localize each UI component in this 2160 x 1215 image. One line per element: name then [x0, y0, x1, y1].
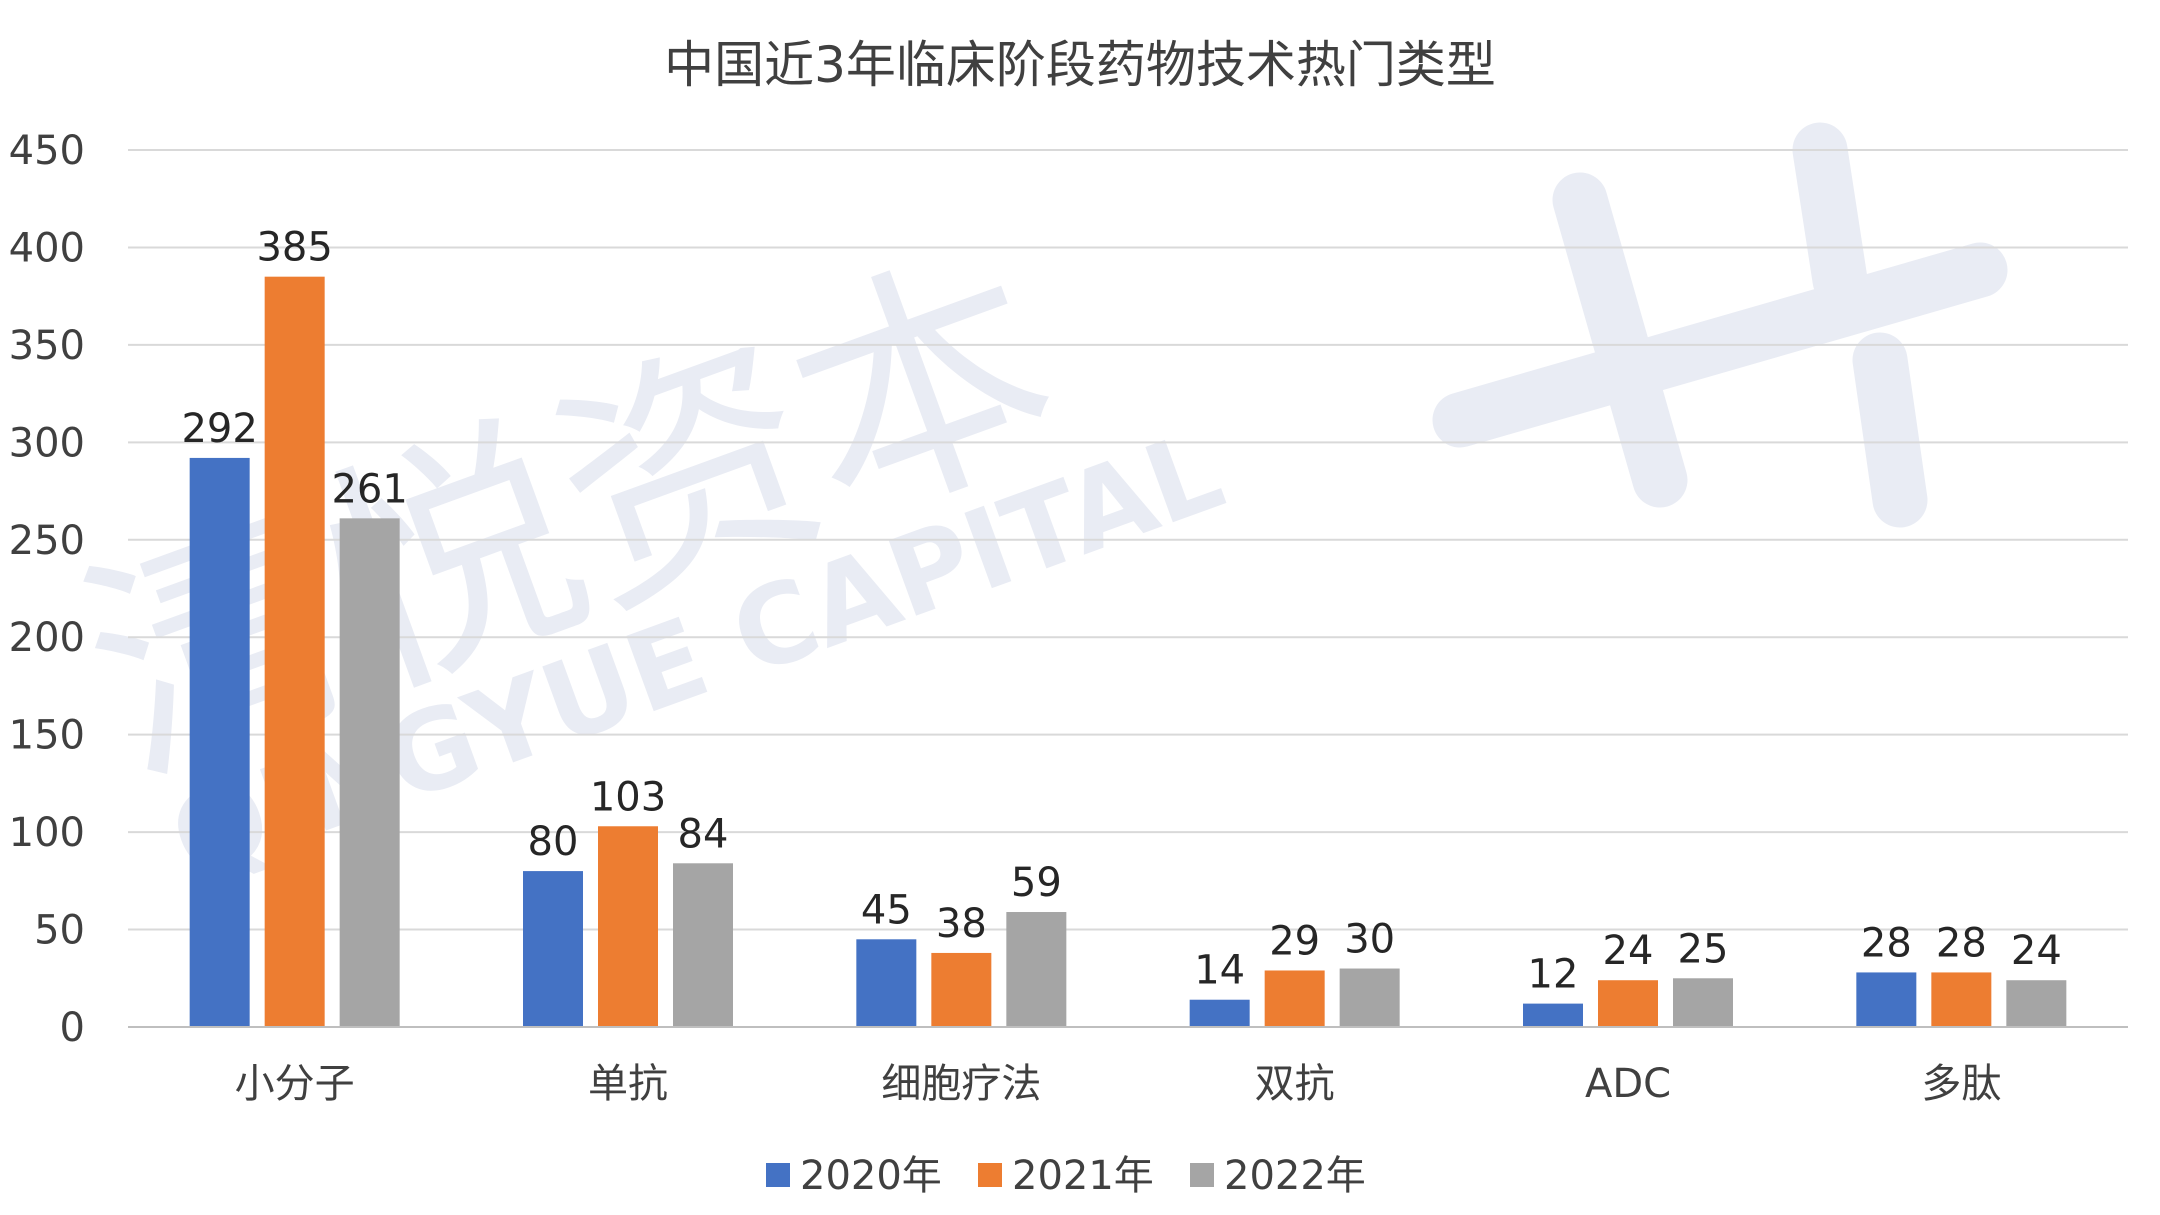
data-label: 59: [1011, 860, 1062, 906]
legend-item: 2020年: [766, 1153, 942, 1199]
data-label: 14: [1194, 948, 1245, 994]
data-label: 28: [1861, 920, 1912, 966]
data-label: 84: [678, 811, 729, 857]
data-label: 12: [1528, 952, 1579, 998]
data-label: 292: [181, 406, 257, 452]
bar: [339, 518, 400, 1027]
x-tick-label: 单抗: [588, 1061, 668, 1107]
bar: [1189, 999, 1250, 1027]
x-tick-label: ADC: [1585, 1061, 1671, 1107]
data-label: 103: [590, 774, 666, 820]
bar-series: [189, 276, 2067, 1028]
bar: [1006, 912, 1067, 1027]
y-tick-label: 350: [9, 323, 85, 369]
x-axis: 小分子 单抗 细胞疗法 双抗 ADC 多肽: [128, 1026, 2128, 1107]
y-tick-label: 100: [9, 810, 85, 856]
data-label: 45: [861, 887, 912, 933]
x-tick-label: 多肽: [1921, 1061, 2001, 1107]
data-label: 38: [936, 901, 987, 947]
data-label: 30: [1344, 917, 1395, 963]
bar: [2006, 980, 2067, 1027]
data-label: 80: [528, 819, 579, 865]
y-axis: 0 50 100 150 200 250 300 350 400 450: [9, 128, 85, 1051]
legend-label: 2022年: [1224, 1153, 1366, 1199]
legend-label: 2021年: [1012, 1153, 1154, 1199]
legend: 2020年 2021年 2022年: [766, 1153, 1366, 1199]
bar: [598, 826, 658, 1027]
x-tick-label: 小分子: [235, 1061, 355, 1107]
bar: [1264, 970, 1325, 1027]
bar: [1673, 978, 1733, 1027]
data-label: 28: [1936, 920, 1987, 966]
data-label: 25: [1678, 926, 1729, 972]
bar: [264, 276, 325, 1028]
chart-title: 中国近3年临床阶段药物技术热门类型: [664, 36, 1496, 94]
watermark-logo: [1432, 122, 2008, 528]
bar: [673, 863, 733, 1027]
bar: [1931, 972, 1992, 1027]
y-tick-label: 50: [34, 908, 85, 954]
bar: [1339, 968, 1400, 1027]
bar: [1598, 980, 1658, 1027]
bar: [856, 939, 917, 1027]
legend-label: 2020年: [800, 1153, 942, 1199]
bar: [523, 871, 583, 1027]
y-tick-label: 150: [9, 713, 85, 759]
bar: [931, 952, 992, 1027]
bar: [1523, 1003, 1583, 1027]
data-label: 29: [1269, 918, 1320, 964]
legend-swatch: [1190, 1163, 1214, 1187]
data-label: 385: [256, 225, 332, 271]
y-tick-label: 0: [60, 1005, 85, 1051]
x-tick-label: 双抗: [1255, 1061, 1335, 1107]
y-tick-label: 300: [9, 420, 85, 466]
gridlines: [128, 149, 2128, 931]
bar: [189, 457, 250, 1027]
data-label: 24: [1603, 928, 1654, 974]
data-label: 261: [331, 466, 407, 512]
data-label: 24: [2011, 928, 2062, 974]
legend-item: 2021年: [978, 1153, 1154, 1199]
legend-swatch: [766, 1163, 790, 1187]
y-tick-label: 200: [9, 615, 85, 661]
y-tick-label: 250: [9, 518, 85, 564]
y-tick-label: 450: [9, 128, 85, 174]
legend-item: 2022年: [1190, 1153, 1366, 1199]
legend-swatch: [978, 1163, 1002, 1187]
x-tick-label: 细胞疗法: [881, 1061, 1041, 1107]
bar: [1856, 972, 1917, 1027]
y-tick-label: 400: [9, 225, 85, 271]
